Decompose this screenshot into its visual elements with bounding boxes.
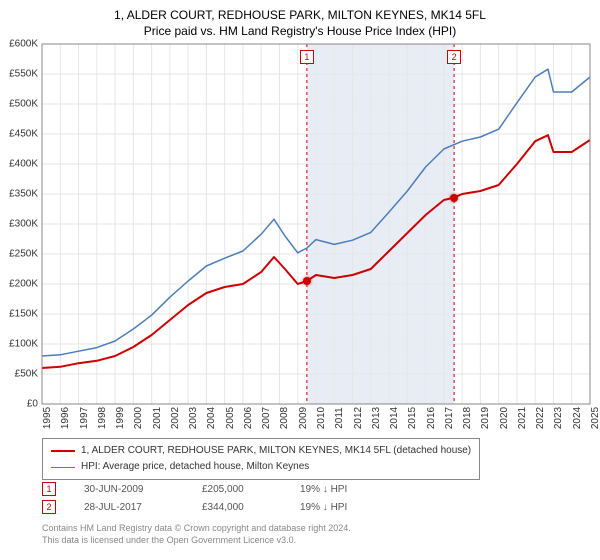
legend-label: HPI: Average price, detached house, Milt… [81,459,309,475]
sale-date: 30-JUN-2009 [84,484,174,495]
sale-marker-flag: 2 [447,50,461,64]
y-tick-label: £450K [9,129,38,140]
legend-swatch [51,467,75,468]
x-tick-label: 2013 [371,407,382,429]
sale-row: 2 28-JUL-2017 £344,000 19% ↓ HPI [42,498,370,516]
x-tick-label: 1997 [79,407,90,429]
sale-delta: 19% ↓ HPI [300,484,370,495]
x-tick-label: 2003 [188,407,199,429]
x-tick-label: 2002 [170,407,181,429]
y-tick-label: £150K [9,309,38,320]
footer-line-2: This data is licensed under the Open Gov… [42,534,351,546]
x-tick-label: 2021 [517,407,528,429]
x-tick-label: 2011 [334,407,345,429]
footer-attribution: Contains HM Land Registry data © Crown c… [42,522,351,546]
x-tick-label: 2012 [353,407,364,429]
sale-row: 1 30-JUN-2009 £205,000 19% ↓ HPI [42,480,370,498]
legend-swatch [51,450,75,452]
x-tick-label: 2010 [316,407,327,429]
y-tick-label: £350K [9,189,38,200]
chart-container: 1, ALDER COURT, REDHOUSE PARK, MILTON KE… [0,0,600,560]
x-tick-label: 1998 [97,407,108,429]
x-tick-label: 2001 [152,407,163,429]
legend-box: 1, ALDER COURT, REDHOUSE PARK, MILTON KE… [42,438,480,480]
sale-marker-flag: 1 [300,50,314,64]
x-tick-label: 2022 [535,407,546,429]
y-tick-label: £400K [9,159,38,170]
x-tick-label: 2020 [499,407,510,429]
x-tick-label: 2015 [407,407,418,429]
x-tick-label: 1996 [60,407,71,429]
x-tick-label: 1999 [115,407,126,429]
chart-title: 1, ALDER COURT, REDHOUSE PARK, MILTON KE… [0,8,600,22]
legend-label: 1, ALDER COURT, REDHOUSE PARK, MILTON KE… [81,443,471,459]
sale-date: 28-JUL-2017 [84,502,174,513]
x-tick-label: 2009 [298,407,309,429]
y-tick-label: £0 [27,399,38,410]
x-tick-label: 2014 [389,407,400,429]
plot-area: £0£50K£100K£150K£200K£250K£300K£350K£400… [42,44,590,404]
x-tick-label: 2018 [462,407,473,429]
sale-row-marker: 1 [42,482,56,496]
chart-svg [42,44,590,404]
footer-line-1: Contains HM Land Registry data © Crown c… [42,522,351,534]
y-tick-label: £250K [9,249,38,260]
y-tick-label: £50K [15,369,38,380]
sales-table: 1 30-JUN-2009 £205,000 19% ↓ HPI 2 28-JUL-201… [42,480,370,516]
x-tick-label: 2007 [261,407,272,429]
sale-price: £205,000 [202,484,272,495]
sale-price: £344,000 [202,502,272,513]
x-tick-label: 2025 [590,407,600,429]
y-tick-label: £550K [9,69,38,80]
y-tick-label: £100K [9,339,38,350]
y-tick-label: £300K [9,219,38,230]
sale-row-marker: 2 [42,500,56,514]
legend-item: HPI: Average price, detached house, Milt… [51,459,471,475]
y-tick-label: £600K [9,39,38,50]
chart-subtitle: Price paid vs. HM Land Registry's House … [0,24,600,38]
x-tick-label: 2005 [225,407,236,429]
x-tick-label: 2000 [133,407,144,429]
sale-data-point [450,194,458,202]
y-tick-label: £500K [9,99,38,110]
x-tick-label: 2019 [480,407,491,429]
x-tick-label: 1995 [42,407,53,429]
sale-delta: 19% ↓ HPI [300,502,370,513]
x-tick-label: 2016 [426,407,437,429]
legend-item: 1, ALDER COURT, REDHOUSE PARK, MILTON KE… [51,443,471,459]
x-tick-label: 2024 [572,407,583,429]
y-tick-label: £200K [9,279,38,290]
title-block: 1, ALDER COURT, REDHOUSE PARK, MILTON KE… [0,0,600,38]
x-tick-label: 2004 [206,407,217,429]
x-tick-label: 2008 [279,407,290,429]
x-tick-label: 2017 [444,407,455,429]
x-tick-label: 2023 [553,407,564,429]
sale-data-point [303,277,311,285]
x-tick-label: 2006 [243,407,254,429]
